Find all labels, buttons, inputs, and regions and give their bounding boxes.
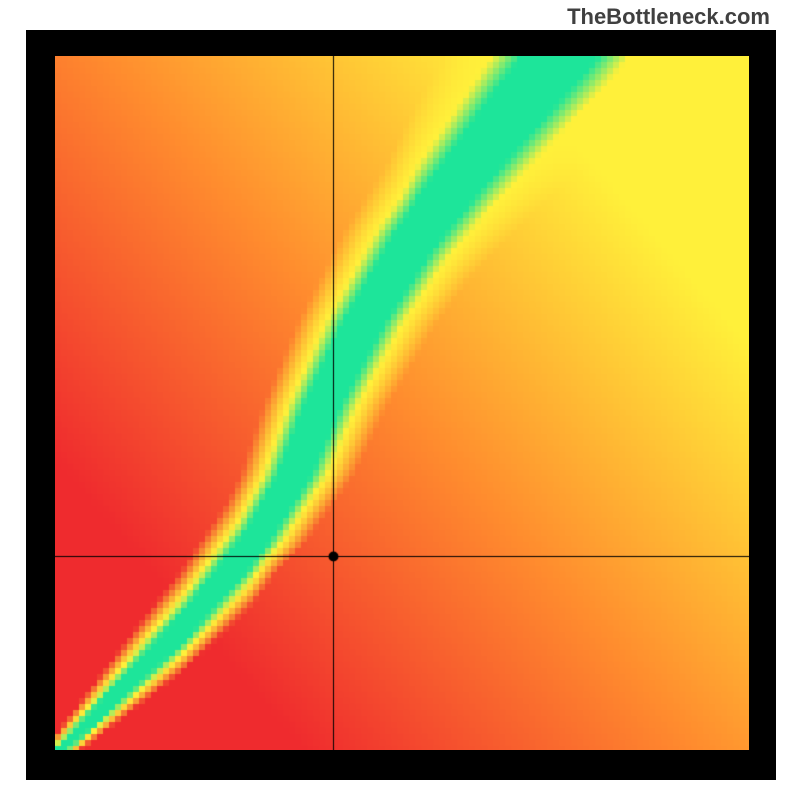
bottleneck-heatmap <box>55 56 749 750</box>
watermark-text: TheBottleneck.com <box>567 4 770 30</box>
chart-container: TheBottleneck.com <box>0 0 800 800</box>
